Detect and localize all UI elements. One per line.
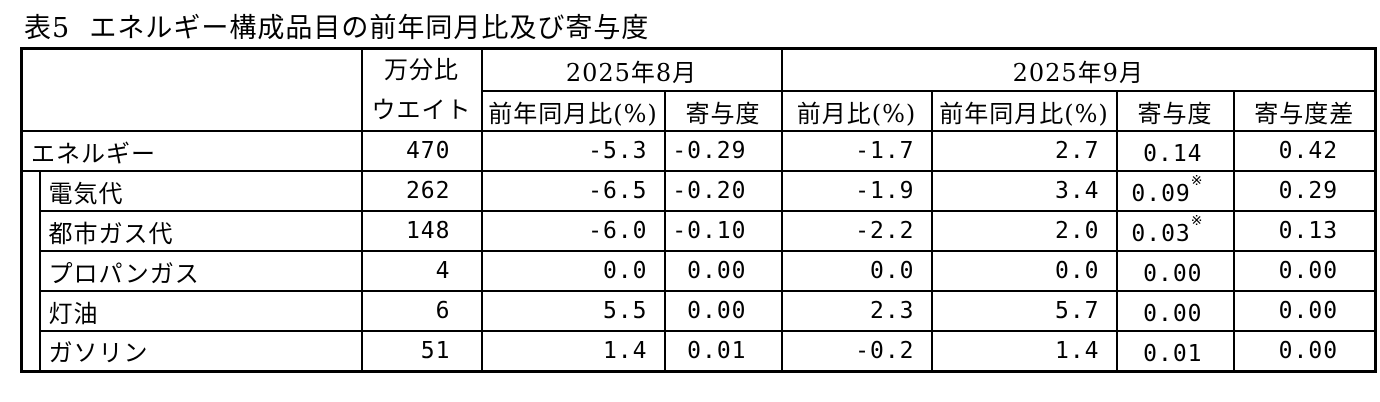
sep-yoy-value: 5.7 bbox=[930, 290, 1118, 332]
contribution-diff-value: 0.00 bbox=[1232, 250, 1377, 292]
header-weight: 万分比 ウエイト bbox=[360, 47, 483, 132]
contribution-diff-value: 0.29 bbox=[1232, 170, 1377, 212]
reference-mark: ※ bbox=[1190, 173, 1203, 190]
sub-item-indent-cell bbox=[20, 170, 41, 371]
header-sep-mom: 前月比(%) bbox=[780, 90, 933, 132]
sep-contribution-value: 0.00 bbox=[1115, 250, 1235, 292]
table-title: 表5 エネルギー構成品目の前年同月比及び寄与度 bbox=[24, 13, 650, 44]
header-contribution-diff: 寄与度差 bbox=[1232, 90, 1377, 132]
aug-contribution-value: -0.10 bbox=[663, 210, 783, 252]
row-label: エネルギー bbox=[20, 130, 363, 172]
sep-contribution-value: 0.00 bbox=[1115, 290, 1235, 332]
aug-yoy-value: 0.0 bbox=[480, 250, 666, 292]
aug-yoy-value: -6.5 bbox=[480, 170, 666, 212]
sep-yoy-value: 1.4 bbox=[930, 330, 1118, 372]
table-row-propane: プロパンガス 4 0.0 0.00 0.0 0.0 0.00 0.00 bbox=[22, 250, 1377, 292]
sep-mom-value: -0.2 bbox=[780, 330, 933, 372]
contribution-diff-value: 0.00 bbox=[1232, 330, 1377, 372]
sep-yoy-value: 2.7 bbox=[930, 130, 1118, 172]
aug-yoy-value: -6.0 bbox=[480, 210, 666, 252]
row-label: 電気代 bbox=[38, 170, 363, 212]
aug-contribution-value: -0.29 bbox=[663, 130, 783, 172]
row-label: プロパンガス bbox=[38, 250, 363, 292]
weight-value: 51 bbox=[360, 330, 483, 372]
table-row-electricity: 電気代 262 -6.5 -0.20 -1.9 3.4 0.09※ 0.29 bbox=[20, 170, 1377, 371]
sep-yoy-value: 3.4 bbox=[930, 170, 1118, 212]
header-group-august: 2025年8月 bbox=[480, 47, 783, 93]
weight-value: 148 bbox=[360, 210, 483, 252]
sep-contribution-number: 0.00 bbox=[1143, 261, 1203, 287]
contribution-diff-value: 0.42 bbox=[1232, 130, 1377, 172]
contribution-diff-value: 0.13 bbox=[1232, 210, 1377, 252]
contribution-diff-value: 0.00 bbox=[1232, 290, 1377, 332]
sep-contribution-number: 0.03 bbox=[1131, 221, 1191, 247]
weight-value: 262 bbox=[360, 170, 483, 212]
sep-contribution-number: 0.09 bbox=[1131, 181, 1191, 207]
weight-value: 470 bbox=[360, 130, 483, 172]
aug-contribution-value: 0.00 bbox=[663, 250, 783, 292]
table-row-energy: エネルギー 470 -5.3 -0.29 -1.7 2.7 0.14 0.42 bbox=[20, 130, 1377, 172]
header-weight-line2: ウエイト bbox=[371, 96, 472, 124]
sep-mom-value: -1.7 bbox=[780, 130, 933, 172]
sep-contribution-number: 0.00 bbox=[1143, 301, 1203, 327]
aug-contribution-value: 0.01 bbox=[663, 330, 783, 372]
sep-mom-value: 0.0 bbox=[780, 250, 933, 292]
sep-contribution-value: 0.03※ bbox=[1115, 210, 1235, 252]
reference-mark: ※ bbox=[1190, 213, 1203, 230]
aug-yoy-value: 1.4 bbox=[480, 330, 666, 372]
aug-contribution-value: -0.20 bbox=[663, 170, 783, 212]
sep-contribution-value: 0.01 bbox=[1115, 330, 1235, 372]
sep-contribution-number: 0.01 bbox=[1143, 340, 1203, 367]
weight-value: 6 bbox=[360, 290, 483, 332]
aug-contribution-value: 0.00 bbox=[663, 290, 783, 332]
sep-yoy-value: 2.0 bbox=[930, 210, 1118, 252]
sep-yoy-value: 0.0 bbox=[930, 250, 1118, 292]
table-row-kerosene: 灯油 6 5.5 0.00 2.3 5.7 0.00 0.00 bbox=[22, 290, 1377, 332]
weight-value: 4 bbox=[360, 250, 483, 292]
sep-contribution-number: 0.14 bbox=[1143, 141, 1203, 167]
header-sep-yoy: 前年同月比(%) bbox=[930, 90, 1118, 132]
energy-contribution-table: 万分比 ウエイト 2025年8月 2025年9月 前年同月比(%) 寄与度 前月… bbox=[20, 47, 1378, 373]
table-header: 万分比 ウエイト 2025年8月 2025年9月 前年同月比(%) 寄与度 前月… bbox=[20, 47, 1377, 132]
header-sep-contribution: 寄与度 bbox=[1115, 90, 1235, 132]
table-body: エネルギー 470 -5.3 -0.29 -1.7 2.7 0.14 0.42 … bbox=[20, 130, 1377, 372]
header-item-blank-cell bbox=[20, 47, 363, 132]
header-aug-yoy: 前年同月比(%) bbox=[480, 90, 666, 132]
table-row-city-gas: 都市ガス代 148 -6.0 -0.10 -2.2 2.0 0.03※ 0.13 bbox=[22, 210, 1377, 252]
sep-mom-value: 2.3 bbox=[780, 290, 933, 332]
header-group-september: 2025年9月 bbox=[780, 47, 1377, 93]
aug-yoy-value: 5.5 bbox=[480, 290, 666, 332]
sep-mom-value: -1.9 bbox=[780, 170, 933, 212]
row-label: ガソリン bbox=[38, 330, 363, 372]
header-weight-line1: 万分比 bbox=[384, 56, 459, 84]
header-aug-contribution: 寄与度 bbox=[663, 90, 783, 132]
row-label: 灯油 bbox=[38, 290, 363, 332]
table-row-gasoline: ガソリン 51 1.4 0.01 -0.2 1.4 0.01 0.00 bbox=[22, 330, 1377, 372]
sep-contribution-value: 0.14 bbox=[1115, 130, 1235, 172]
sep-contribution-value: 0.09※ bbox=[1115, 170, 1235, 212]
row-label: 都市ガス代 bbox=[38, 210, 363, 252]
sep-mom-value: -2.2 bbox=[780, 210, 933, 252]
aug-yoy-value: -5.3 bbox=[480, 130, 666, 172]
